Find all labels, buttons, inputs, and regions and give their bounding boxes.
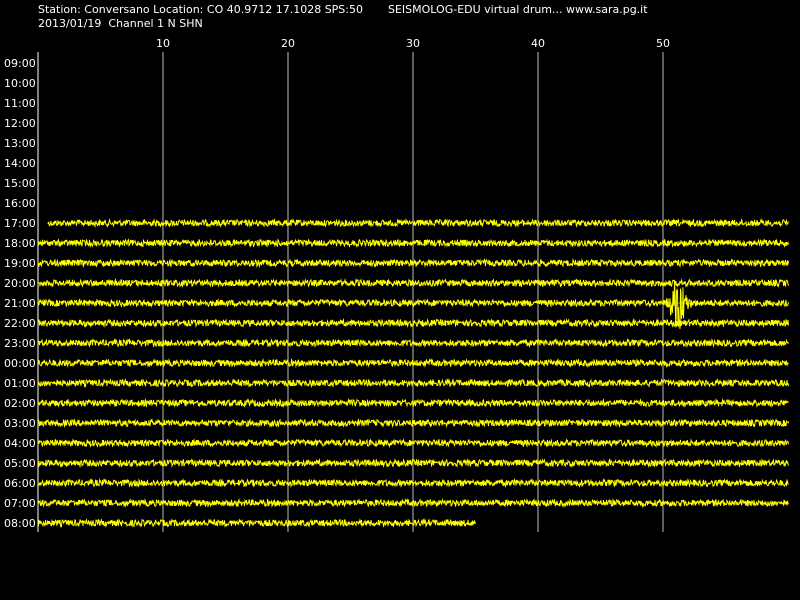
trace: [37, 357, 789, 369]
row-label: 09:00: [4, 57, 36, 70]
row-label: 20:00: [4, 277, 36, 290]
row-label: 15:00: [4, 177, 36, 190]
trace: [37, 477, 789, 488]
trace: [37, 418, 789, 428]
row-label: 18:00: [4, 237, 36, 250]
trace: [37, 257, 789, 269]
trace: [37, 238, 789, 248]
x-tick-label: 50: [656, 37, 670, 50]
x-tick-label: 10: [156, 37, 170, 50]
row-label: 07:00: [4, 497, 36, 510]
row-label: 17:00: [4, 217, 36, 230]
row-label: 10:00: [4, 77, 36, 90]
row-label: 16:00: [4, 197, 36, 210]
trace: [37, 438, 789, 449]
trace: [47, 217, 789, 229]
trace: [37, 277, 789, 288]
x-tick-label: 20: [281, 37, 295, 50]
x-tick-label: 40: [531, 37, 545, 50]
row-label: 03:00: [4, 417, 36, 430]
trace: [37, 337, 789, 348]
row-label: 19:00: [4, 257, 36, 270]
row-label: 22:00: [4, 317, 36, 330]
trace: [37, 458, 789, 468]
trace: [37, 378, 789, 389]
header-left: Station: Conversano Location: CO 40.9712…: [38, 3, 363, 16]
trace: [37, 397, 789, 409]
row-label: 12:00: [4, 117, 36, 130]
row-label: 06:00: [4, 477, 36, 490]
row-label: 14:00: [4, 157, 36, 170]
subheader: 2013/01/19 Channel 1 N SHN: [38, 17, 203, 30]
row-label: 21:00: [4, 297, 36, 310]
row-label: 11:00: [4, 97, 36, 110]
row-label: 00:00: [4, 357, 36, 370]
trace: [37, 497, 789, 509]
x-tick-label: 30: [406, 37, 420, 50]
row-label: 23:00: [4, 337, 36, 350]
row-label: 04:00: [4, 437, 36, 450]
row-label: 13:00: [4, 137, 36, 150]
row-label: 08:00: [4, 517, 36, 530]
row-label: 02:00: [4, 397, 36, 410]
trace: [37, 280, 789, 329]
trace: [37, 318, 789, 328]
header-right: SEISMOLOG-EDU virtual drum... www.sara.p…: [388, 3, 648, 16]
row-label: 05:00: [4, 457, 36, 470]
row-label: 01:00: [4, 377, 36, 390]
trace: [37, 518, 476, 529]
